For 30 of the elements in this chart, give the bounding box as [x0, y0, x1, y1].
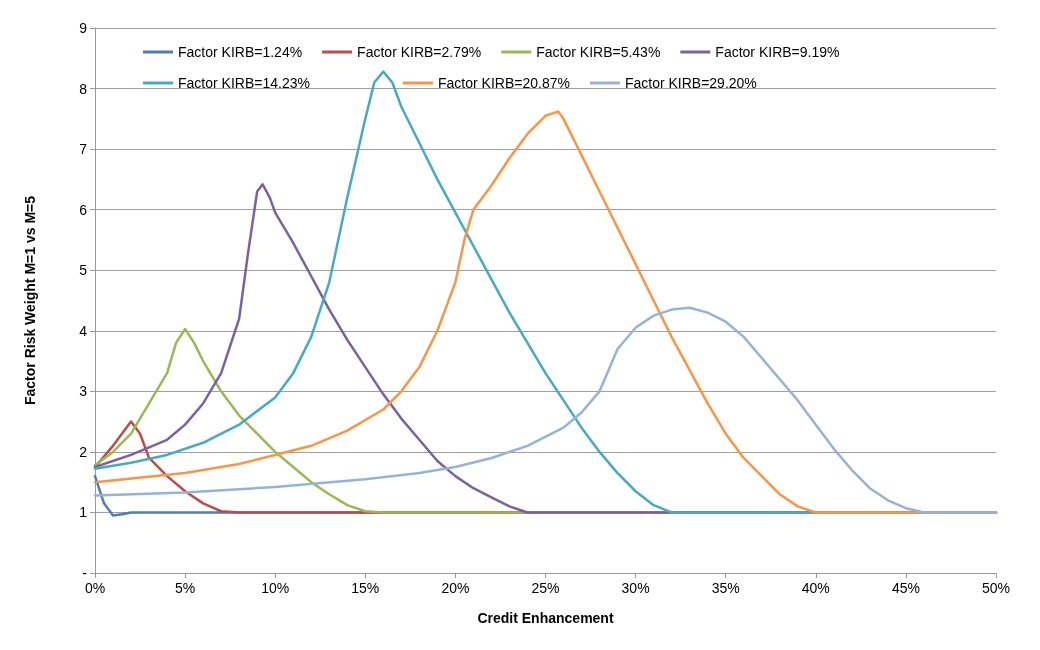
legend-label: Factor KIRB=1.24% — [178, 44, 303, 60]
x-tick-label: 10% — [261, 580, 290, 596]
y-tick-label: - — [82, 565, 88, 581]
y-tick-label: 7 — [79, 141, 88, 158]
y-tick-label: 3 — [79, 383, 88, 400]
legend-label: Factor KIRB=5.43% — [536, 44, 661, 60]
legend-label: Factor KIRB=14.23% — [178, 75, 310, 91]
x-tick-label: 20% — [441, 580, 470, 596]
x-tick-label: 35% — [711, 580, 740, 596]
y-tick-label: 5 — [79, 262, 88, 279]
x-axis-title: Credit Enhancement — [477, 610, 614, 626]
y-tick-label: 8 — [79, 80, 88, 97]
x-tick-label: 5% — [174, 580, 196, 596]
y-tick-label: 2 — [79, 443, 88, 460]
x-tick-label: 45% — [891, 580, 920, 596]
y-tick-label: 6 — [79, 201, 88, 218]
y-tick-label: 9 — [79, 20, 88, 36]
x-tick-label: 50% — [981, 580, 1011, 596]
legend-label: Factor KIRB=29.20% — [624, 75, 757, 91]
legend-label: Factor KIRB=9.19% — [715, 44, 840, 60]
y-axis-title: Factor Risk Weight M=1 vs M=5 — [22, 195, 38, 406]
x-tick-label: 0% — [84, 580, 106, 596]
y-tick-label: 4 — [79, 322, 88, 339]
x-tick-label: 40% — [801, 580, 830, 596]
legend-label: Factor KIRB=20.87% — [438, 75, 570, 91]
x-tick-label: 25% — [531, 580, 560, 596]
y-tick-label: 1 — [79, 504, 88, 521]
x-tick-label: 30% — [621, 580, 650, 596]
x-tick-label: 15% — [351, 580, 380, 596]
legend-label: Factor KIRB=2.79% — [357, 44, 482, 60]
